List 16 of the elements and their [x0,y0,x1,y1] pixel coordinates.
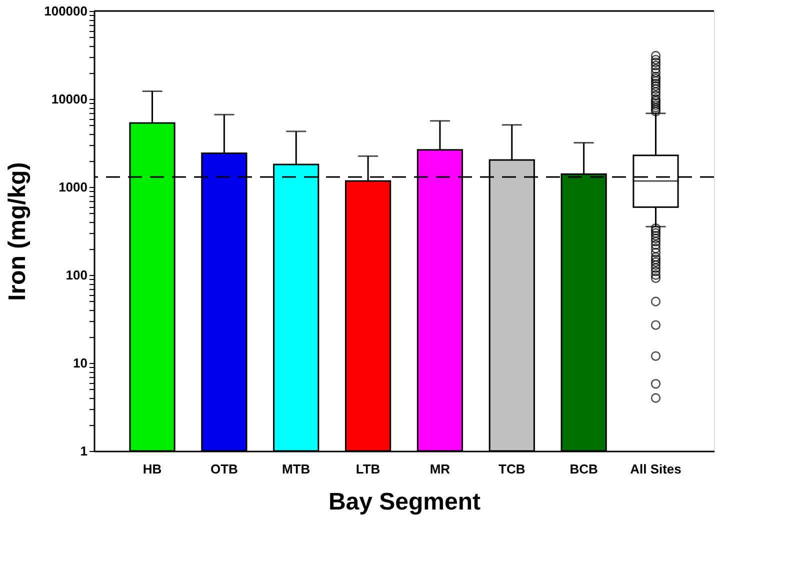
x-tick-label: MR [430,462,451,476]
x-tick-label: TCB [498,462,526,476]
x-tick-label: BCB [570,462,598,476]
x-tick-label: MTB [282,462,310,476]
x-axis-title: Bay Segment [328,488,481,516]
y-tick-label: 10000 [51,92,88,106]
x-tick-label: All Sites [630,462,682,476]
y-tick-label: 100 [66,268,88,282]
y-tick-label: 1000 [58,180,88,194]
y-tick-label: 100000 [44,4,88,18]
y-axis-title: Iron (mg/kg) [4,162,32,301]
x-tick-label: HB [142,462,162,476]
y-tick-label: 1 [80,444,88,458]
y-tick-label: 10 [73,356,88,370]
x-tick-label: LTB [356,462,380,476]
x-tick-label: OTB [210,462,238,476]
